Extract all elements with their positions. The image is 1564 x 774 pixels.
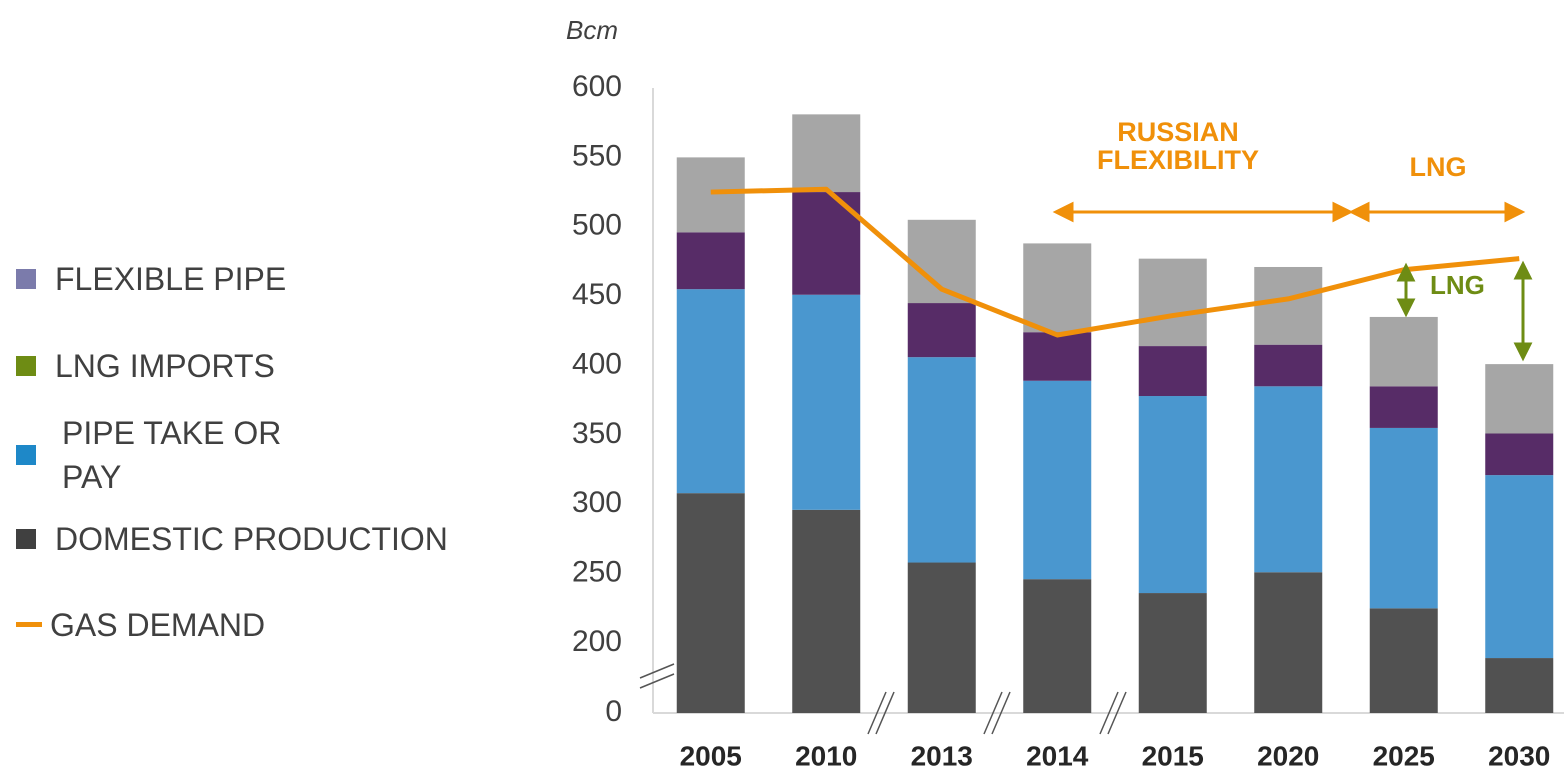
- x-tick-label: 2020: [1257, 740, 1319, 771]
- bar-segment: [907, 562, 976, 713]
- bar-segment: [1369, 316, 1438, 387]
- bar-segment: [1485, 658, 1554, 713]
- annotation: LNG: [1430, 270, 1485, 300]
- bar-segment: [1369, 608, 1438, 713]
- bar-segment: [676, 232, 745, 290]
- bar-segment: [1023, 579, 1092, 713]
- demand-line: [710, 186, 1520, 338]
- annotation: FLEXIBILITY: [1097, 145, 1259, 175]
- bar-segment: [1254, 266, 1323, 345]
- x-tick-label: 2005: [680, 740, 742, 771]
- legend-label: FLEXIBLE PIPE: [55, 261, 287, 297]
- y-tick-label: 0: [605, 695, 622, 728]
- bar-segment: [907, 357, 976, 563]
- annotation-arrows: [1052, 201, 1526, 223]
- legend-swatch: [16, 356, 36, 376]
- y-tick-label: 500: [572, 209, 622, 242]
- bar-segment: [1369, 427, 1438, 609]
- x-tick-label: 2013: [911, 740, 973, 771]
- bar-segment: [676, 493, 745, 713]
- bar-segment: [1023, 380, 1092, 580]
- bar-segment: [676, 289, 745, 494]
- legend-label: DOMESTIC PRODUCTION: [55, 521, 448, 557]
- legend-swatch: [16, 445, 36, 465]
- bar-segment: [676, 157, 745, 233]
- x-tick-label: 2030: [1488, 740, 1550, 771]
- y-tick-label: 200: [572, 625, 622, 658]
- bar-segment: [907, 303, 976, 358]
- y-tick-label: 250: [572, 556, 622, 589]
- bar-segment: [1485, 475, 1554, 659]
- legend-label: LNG IMPORTS: [55, 348, 275, 384]
- unit-label: Bcm: [566, 15, 618, 45]
- bar-segment: [1023, 332, 1092, 381]
- lng-arrows: [1396, 260, 1533, 362]
- bar-segment: [1138, 346, 1207, 397]
- bar-segment: [1254, 386, 1323, 573]
- bar-segment: [1254, 344, 1323, 387]
- bar-segment: [792, 509, 861, 713]
- y-tick-label: 400: [572, 347, 622, 380]
- legend-label: GAS DEMAND: [50, 607, 266, 643]
- axis-breaks: [639, 663, 1127, 735]
- y-tick-label: 450: [572, 278, 622, 311]
- legend-swatch: [16, 269, 36, 289]
- x-tick-label: 2014: [1026, 740, 1089, 771]
- bar-segment: [1485, 433, 1554, 476]
- legend-label: PIPE TAKE OR PAY: [62, 415, 282, 495]
- bar-segment: [1369, 386, 1438, 428]
- bar-segment: [1485, 364, 1554, 434]
- x-tick-label: 2015: [1142, 740, 1204, 771]
- bar-segment: [1138, 396, 1207, 594]
- y-tick-label: 600: [572, 70, 622, 103]
- bar-segment: [792, 114, 861, 193]
- bar-segment: [1138, 593, 1207, 713]
- x-tick-label: 2010: [795, 740, 857, 771]
- bar-segment: [1138, 258, 1207, 347]
- bar-segment: [1023, 243, 1092, 333]
- bar-segment: [792, 294, 861, 510]
- y-tick-label: 300: [572, 486, 622, 519]
- bar-segment: [1254, 572, 1323, 713]
- annotation: LNG: [1410, 152, 1467, 182]
- annotation: RUSSIAN: [1117, 117, 1239, 147]
- x-tick-label: 2025: [1373, 740, 1435, 771]
- y-tick-label: 550: [572, 139, 622, 172]
- y-tick-label: 350: [572, 417, 622, 450]
- legend-swatch: [16, 622, 42, 627]
- legend-swatch: [16, 529, 36, 549]
